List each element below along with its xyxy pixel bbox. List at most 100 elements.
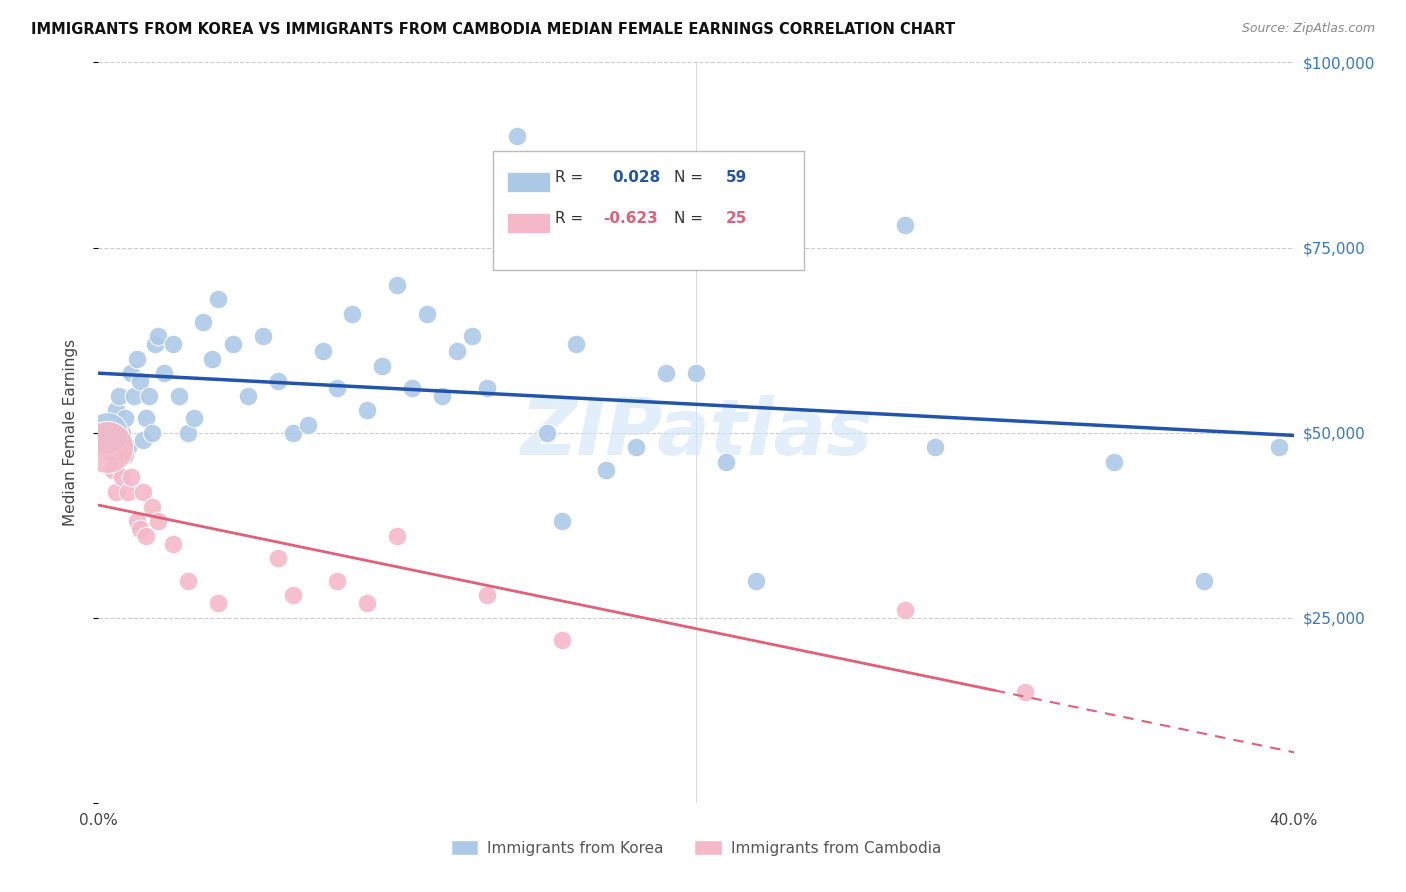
Point bbox=[177, 425, 200, 440]
Point bbox=[129, 374, 152, 388]
Point bbox=[117, 484, 139, 499]
Point bbox=[191, 314, 214, 328]
Text: N =: N = bbox=[675, 211, 703, 226]
Point bbox=[401, 381, 423, 395]
Point bbox=[311, 344, 333, 359]
Point bbox=[111, 425, 134, 440]
Text: Source: ZipAtlas.com: Source: ZipAtlas.com bbox=[1241, 22, 1375, 36]
Text: 25: 25 bbox=[725, 211, 747, 226]
Point bbox=[148, 329, 170, 343]
Point bbox=[1014, 685, 1036, 699]
Point bbox=[924, 441, 946, 455]
Text: R =: R = bbox=[555, 211, 588, 226]
Point bbox=[222, 336, 245, 351]
Point bbox=[132, 484, 155, 499]
Point bbox=[162, 536, 184, 550]
Point bbox=[236, 388, 259, 402]
Point bbox=[1104, 455, 1126, 469]
Point bbox=[105, 403, 128, 417]
Point bbox=[894, 219, 917, 233]
Point bbox=[105, 484, 128, 499]
Point bbox=[356, 403, 378, 417]
Point bbox=[371, 359, 394, 373]
Point bbox=[117, 441, 139, 455]
Point bbox=[124, 388, 146, 402]
Point bbox=[120, 470, 142, 484]
Point bbox=[385, 529, 409, 543]
Point bbox=[96, 441, 118, 455]
Point bbox=[148, 515, 170, 529]
Point bbox=[550, 515, 572, 529]
Point bbox=[655, 367, 678, 381]
Point bbox=[685, 367, 707, 381]
Point bbox=[267, 374, 290, 388]
Point bbox=[96, 425, 118, 440]
Point bbox=[135, 410, 157, 425]
Point bbox=[281, 589, 304, 603]
Point bbox=[342, 307, 364, 321]
Point bbox=[177, 574, 200, 588]
Point bbox=[326, 381, 349, 395]
Point bbox=[550, 632, 572, 647]
Point bbox=[267, 551, 290, 566]
Text: -0.623: -0.623 bbox=[603, 211, 658, 226]
Point bbox=[894, 603, 917, 617]
Point bbox=[1267, 441, 1289, 455]
Point bbox=[714, 455, 737, 469]
Point bbox=[461, 329, 484, 343]
Point bbox=[141, 425, 163, 440]
Point bbox=[183, 410, 205, 425]
FancyBboxPatch shape bbox=[494, 152, 804, 269]
Point bbox=[103, 462, 125, 476]
Point bbox=[96, 441, 118, 455]
Point bbox=[252, 329, 274, 343]
Point bbox=[1192, 574, 1215, 588]
Point bbox=[138, 388, 160, 402]
Point bbox=[162, 336, 184, 351]
Text: ZIPatlas: ZIPatlas bbox=[520, 394, 872, 471]
Point bbox=[745, 574, 768, 588]
Point bbox=[536, 425, 558, 440]
Point bbox=[385, 277, 409, 292]
Point bbox=[475, 589, 498, 603]
Point bbox=[129, 522, 152, 536]
Point bbox=[127, 515, 149, 529]
Point bbox=[120, 367, 142, 381]
Point bbox=[565, 336, 588, 351]
Point bbox=[135, 529, 157, 543]
Point bbox=[475, 381, 498, 395]
Point bbox=[143, 336, 166, 351]
Point bbox=[108, 388, 131, 402]
Point bbox=[96, 425, 118, 440]
Text: 0.028: 0.028 bbox=[613, 169, 661, 185]
Point bbox=[281, 425, 304, 440]
Point bbox=[416, 307, 439, 321]
Point bbox=[132, 433, 155, 447]
Text: N =: N = bbox=[675, 169, 703, 185]
Point bbox=[506, 129, 529, 144]
Point bbox=[111, 470, 134, 484]
Text: 59: 59 bbox=[725, 169, 747, 185]
Point bbox=[153, 367, 176, 381]
Point bbox=[114, 410, 136, 425]
Point bbox=[167, 388, 190, 402]
Point bbox=[127, 351, 149, 366]
Point bbox=[626, 441, 648, 455]
Point bbox=[141, 500, 163, 514]
Point bbox=[446, 344, 468, 359]
Point bbox=[595, 462, 617, 476]
Text: R =: R = bbox=[555, 169, 588, 185]
Point bbox=[520, 166, 543, 180]
Legend: Immigrants from Korea, Immigrants from Cambodia: Immigrants from Korea, Immigrants from C… bbox=[444, 834, 948, 862]
Point bbox=[207, 293, 229, 307]
Point bbox=[114, 448, 136, 462]
Point bbox=[356, 596, 378, 610]
Point bbox=[207, 596, 229, 610]
Point bbox=[201, 351, 224, 366]
FancyBboxPatch shape bbox=[508, 212, 550, 233]
Point bbox=[103, 448, 125, 462]
FancyBboxPatch shape bbox=[508, 172, 550, 192]
Y-axis label: Median Female Earnings: Median Female Earnings bbox=[63, 339, 77, 526]
Text: IMMIGRANTS FROM KOREA VS IMMIGRANTS FROM CAMBODIA MEDIAN FEMALE EARNINGS CORRELA: IMMIGRANTS FROM KOREA VS IMMIGRANTS FROM… bbox=[31, 22, 955, 37]
Point bbox=[326, 574, 349, 588]
